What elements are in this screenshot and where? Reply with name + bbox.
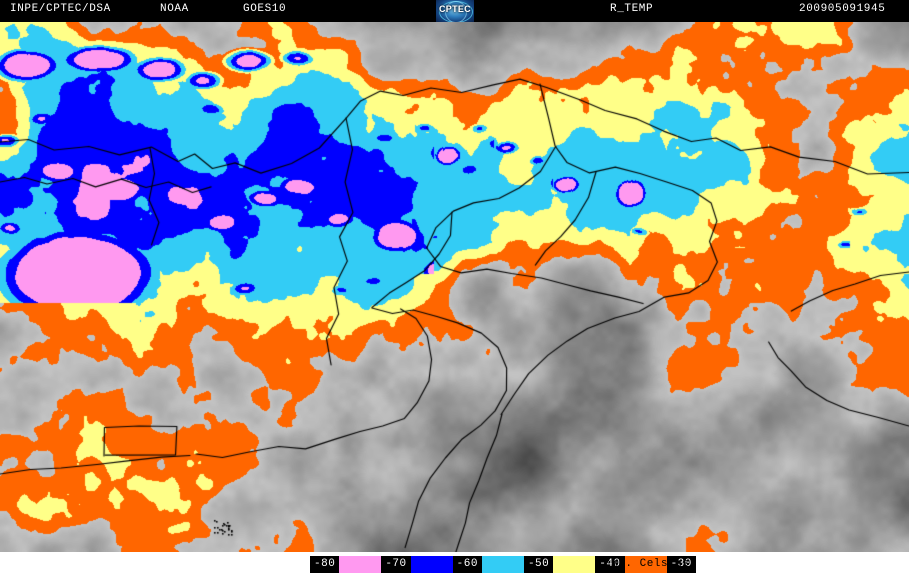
legend-swatch-blue (410, 556, 453, 573)
legend-tick-minus40: -40 (595, 556, 625, 573)
legend-tick-minus30: -30 (666, 556, 696, 573)
legend-swatch-magenta (339, 556, 382, 573)
header-satellite-label: GOES10 (243, 3, 287, 15)
header-agency-label: INPE/CPTEC/DSA (10, 3, 111, 15)
header-product-label: R_TEMP (610, 3, 654, 15)
legend-tick-minus70: -70 (381, 556, 411, 573)
legend-units-label: Temp. Celsius (597, 558, 690, 570)
cptec-globe-logo-icon: CPTEC (436, 0, 474, 22)
legend-swatch-yellow (553, 556, 596, 573)
legend-tick-minus50: -50 (523, 556, 554, 573)
legend-scale-strip: -80 -70 -60 -50 -40 -30 (310, 556, 696, 573)
header-timestamp-label: 200905091945 (799, 3, 886, 15)
header-bar: INPE/CPTEC/DSA NOAA GOES10 R_TEMP 200905… (0, 0, 909, 22)
logo-ring-inner (445, 1, 467, 22)
satellite-image-viewport (0, 22, 909, 552)
legend-swatch-cyan (481, 556, 524, 573)
temperature-color-legend: -80 -70 -60 -50 -40 -30 Temp. Celsius (0, 552, 909, 576)
legend-swatch-orange (624, 556, 667, 573)
legend-tick-minus80: -80 (310, 556, 340, 573)
header-source-label: NOAA (160, 3, 189, 15)
satellite-infrared-image (0, 22, 909, 552)
legend-tick-minus60: -60 (452, 556, 482, 573)
logo-text: CPTEC (438, 4, 471, 14)
